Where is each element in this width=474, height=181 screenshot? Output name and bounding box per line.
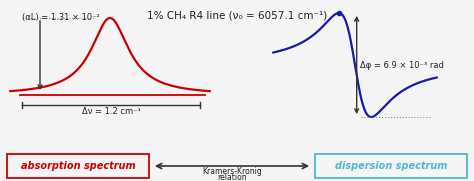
Text: relation: relation <box>217 173 247 181</box>
Text: (αL) = 1.31 × 10⁻²: (αL) = 1.31 × 10⁻² <box>22 13 100 22</box>
Text: Kramers-Kronig: Kramers-Kronig <box>202 167 262 176</box>
Text: absorption spectrum: absorption spectrum <box>21 161 135 171</box>
FancyBboxPatch shape <box>315 154 467 178</box>
Text: dispersion spectrum: dispersion spectrum <box>335 161 447 171</box>
FancyBboxPatch shape <box>7 154 149 178</box>
Text: Δν = 1.2 cm⁻¹: Δν = 1.2 cm⁻¹ <box>82 107 140 116</box>
Text: Δφ = 6.9 × 10⁻³ rad: Δφ = 6.9 × 10⁻³ rad <box>360 60 444 70</box>
Text: 1% CH₄ R4 line (ν₀ = 6057.1 cm⁻¹): 1% CH₄ R4 line (ν₀ = 6057.1 cm⁻¹) <box>147 11 327 21</box>
